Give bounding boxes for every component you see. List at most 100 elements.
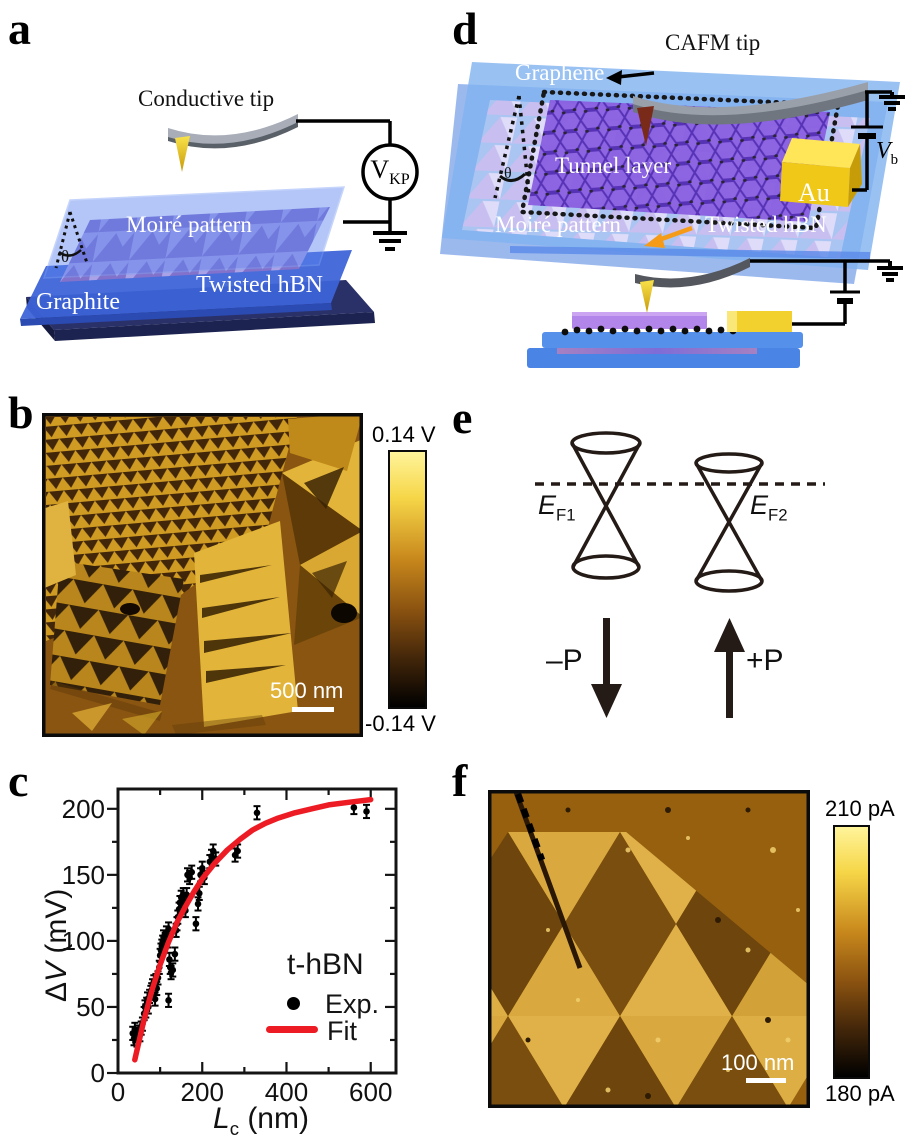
twisted-hbn-label: Twisted hBN [705,212,827,237]
colorbar-f [833,825,870,1079]
panel-a-diagram [20,114,419,341]
graphene-edge [519,89,841,231]
colorbar-f-min: 180 pA [825,1081,895,1106]
polarization-up-arrow [714,618,745,718]
svg-text:400: 400 [265,1077,308,1107]
dirac-cone-left [570,431,642,580]
au-electrode-side [727,311,792,332]
graphene-chain [561,325,737,336]
ground-icon [373,231,407,251]
bright-defects [546,836,800,1093]
chart: 0 200 400 600 0 50 100 150 200 [62,787,398,1107]
medium-moire-domain-region [50,561,184,705]
ground-icon [877,261,903,282]
legend-exp-marker [287,997,300,1010]
bias-voltage-label: Vb [876,138,899,168]
tip-icon [175,136,190,172]
graphene-lattice [528,100,830,222]
scalebar-b [292,707,334,712]
panel-f: f 100 nm 210 pA 180 pA [440,750,918,1143]
au-electrode [780,138,862,207]
svg-text:100: 100 [62,926,105,956]
panel-f-letter: f [452,755,468,806]
panel-d: d CAFM tip Graphene Tunnel layer Moiré p… [440,0,918,392]
image-border [488,790,810,1108]
panel-a: a Conductive tip Moiré pattern Twisted h… [0,0,460,385]
panel-a-letter: a [8,3,31,54]
svg-text:0: 0 [91,1058,105,1088]
moire-stripe [557,346,757,354]
tunnel-slab [572,312,707,329]
dark-defects [525,807,771,1099]
scalebar-f [746,1078,786,1083]
cafm-tip-label: CAFM tip [665,30,761,55]
cafm-image [488,790,810,1108]
panel-b-letter: b [8,387,34,438]
negative-polarization-label: –P [546,644,583,677]
panel-d-letter: d [452,3,478,54]
cantilever [633,82,868,146]
au-label: Au [798,178,830,207]
panel-b: b 500 nm 0.14 V -0.14 V [0,380,460,752]
graphene-label: Graphene [515,60,605,85]
scalebar-label-f: 100 nm [721,1050,795,1075]
positive-polarization-label: +P [746,644,784,677]
side-view [510,246,903,368]
kpfm-image [42,413,363,737]
fit-line [132,796,374,1063]
tunnel-layer-label: Tunnel layer [555,153,672,178]
legend-exp-label: Exp. [325,989,380,1019]
battery-icon [830,290,860,304]
dirac-cone-diagram [535,431,825,718]
twist-angle-label: θ [504,165,512,182]
panel-e-letter: e [452,392,473,443]
tip-icon [637,106,654,146]
conductive-tip-label: Conductive tip [138,86,275,111]
wrinkle-line [513,791,583,969]
moire-pattern-label: Moiré pattern [126,212,252,237]
twist-angle-marker [493,95,531,199]
legend-title: t-hBN [287,948,364,981]
twisted-hbn-label: Twisted hBN [196,272,323,298]
hbn-slab-1 [542,332,803,348]
colorbar-b-max: 0.14 V [372,422,436,447]
ground-icon [879,92,905,111]
graphene-arrow-icon [606,70,655,85]
colorbar-f-max: 210 pA [825,796,895,821]
twist-angle-marker [54,211,89,269]
bias-circuit [851,90,905,192]
kelvin-probe-circuit [296,119,419,251]
legend-fit-label: Fit [327,1016,357,1046]
svg-text:200: 200 [181,1077,224,1107]
panel-e: e EF1 EF2 –P +P [440,390,918,725]
tick-labels: 0 200 400 600 0 50 100 150 200 [62,794,393,1107]
side-circuit [750,259,903,326]
scalebar-label-b: 500 nm [270,678,344,703]
moire-pattern-label: Moiré pattern [495,212,621,237]
svg-text:600: 600 [349,1077,392,1107]
legend-fit-swatch [266,1026,318,1033]
tip-side-icon [640,280,654,313]
panel-d-diagram [440,62,905,368]
polarization-down-arrow [591,618,622,718]
hbn-top-layer [42,186,346,279]
dark-defect [331,603,357,623]
cantilever [168,114,298,172]
kelvin-voltage-label: VKP [370,155,410,189]
svg-text:200: 200 [62,794,105,824]
moire-layer [60,207,330,282]
graphite-label: Graphite [36,289,120,315]
uniform-region [576,790,810,986]
svg-text:150: 150 [62,860,105,890]
cantilever-side [635,258,750,288]
panel-c: 0 200 400 600 0 50 100 150 200 c ΔV (mV) Lc (nm)… [0,750,460,1143]
fermi-level-2-label: EF2 [750,490,788,525]
svg-text:0: 0 [111,1077,125,1107]
colorbar-b [388,450,427,709]
moire-arrow-icon [644,225,693,248]
fermi-level-1-label: EF1 [538,490,576,525]
x-axis-label: Lc (nm) [213,1102,309,1139]
twist-angle-label: θ [61,247,70,266]
y-axis-label: ΔV (mV) [40,888,73,1002]
